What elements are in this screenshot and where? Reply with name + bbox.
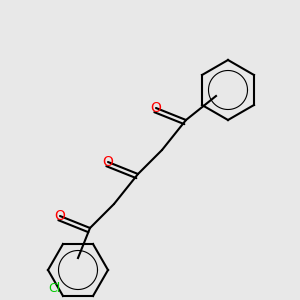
Text: O: O	[55, 209, 65, 223]
Text: Cl: Cl	[48, 281, 60, 295]
Text: O: O	[103, 155, 113, 169]
Text: O: O	[151, 101, 161, 115]
